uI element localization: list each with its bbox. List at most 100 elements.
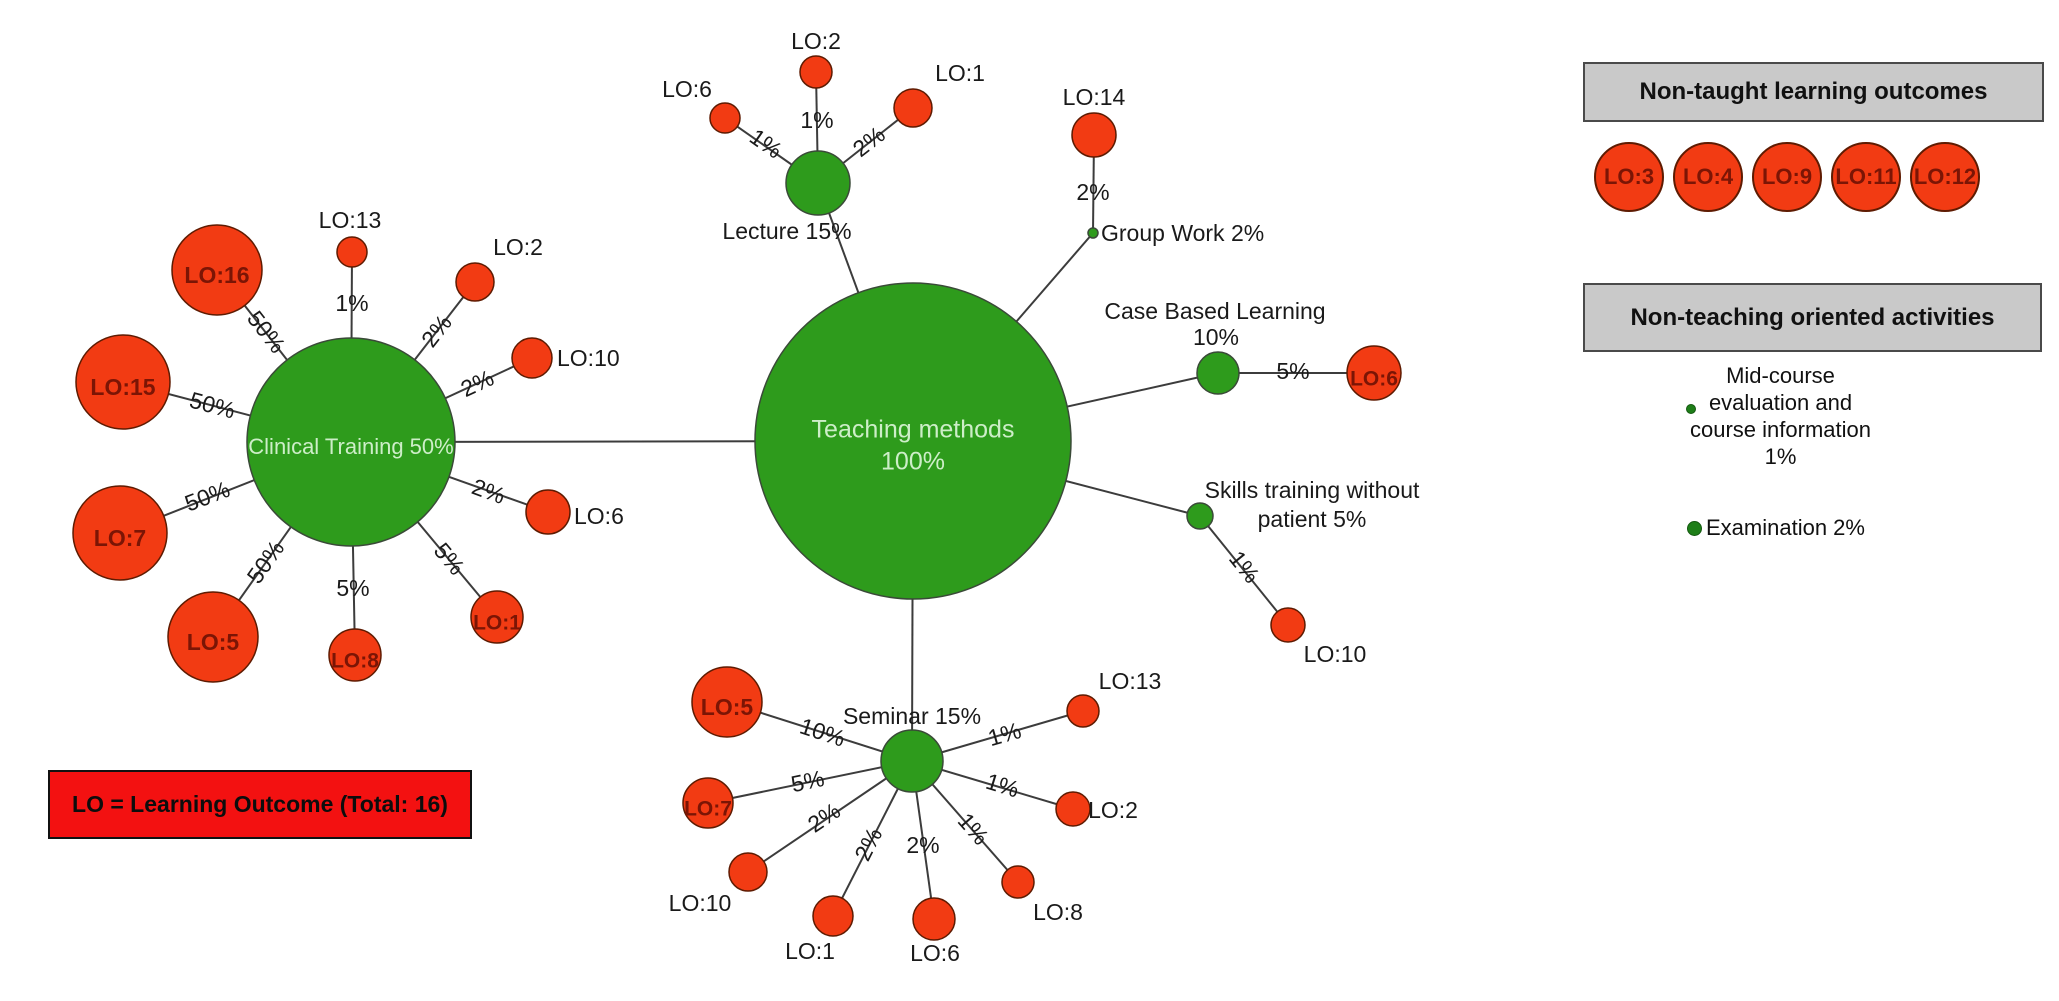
casebased-lo6-node xyxy=(1346,345,1402,401)
clinical-lo10-label: LO:10 xyxy=(557,345,620,371)
pct-clinical-lo7: 50% xyxy=(181,476,233,517)
seminar-lo10-node xyxy=(728,852,768,892)
seminar-label: Seminar 15% xyxy=(843,703,981,729)
lecture-lo1-label: LO:1 xyxy=(935,60,985,86)
pct-seminar-lo1: 2% xyxy=(849,823,887,864)
non-taught-outcomes-header: Non-taught learning outcomes xyxy=(1583,62,2044,122)
examination-dot-icon xyxy=(1687,520,1702,536)
pct-clinical-lo13: 1% xyxy=(335,290,368,316)
pct-seminar-lo7: 5% xyxy=(789,765,827,797)
clinical-lo16-node xyxy=(171,224,263,316)
clinical-lo1-node xyxy=(470,590,524,644)
lecture-lo6-node xyxy=(709,102,741,134)
non-taught-lo9-node: LO:9 xyxy=(1752,142,1822,212)
pct-lecture-lo1: 2% xyxy=(848,121,890,162)
group-work-label: Group Work 2% xyxy=(1101,220,1264,246)
clinical-lo10-node xyxy=(511,337,553,379)
clinical-lo6-label: LO:6 xyxy=(574,503,624,529)
pct-seminar-lo13: 1% xyxy=(985,717,1024,751)
seminar-lo8-node xyxy=(1001,865,1035,899)
clinical-training-node xyxy=(246,337,456,547)
seminar-lo5-node xyxy=(691,666,763,738)
skills-training-label-line1: Skills training without xyxy=(1205,477,1420,503)
clinical-lo-nodes: LO:16 LO:15 LO:7 LO:5 LO:13 LO:2 LO:10 L… xyxy=(72,207,624,683)
clinical-lo8-node xyxy=(328,628,382,682)
mid-course-line1: Mid-course xyxy=(1726,363,1835,388)
clinical-lo15-node xyxy=(75,334,171,430)
case-based-learning-pct: 10% xyxy=(1193,324,1239,350)
seminar-lo1-label: LO:1 xyxy=(785,938,835,964)
pct-lecture-lo2: 1% xyxy=(800,107,833,133)
lecture-lo6-label: LO:6 xyxy=(662,76,712,102)
pct-groupwork-lo14: 2% xyxy=(1076,179,1109,205)
edge-seminar-lo7 xyxy=(707,760,913,804)
case-based-learning-node xyxy=(1196,351,1240,395)
seminar-lo-nodes: LO:5 LO:7 LO:10 LO:1 LO:6 LO:8 LO:2 LO:1… xyxy=(669,666,1162,966)
non-taught-outcomes-title: Non-taught learning outcomes xyxy=(1639,78,1988,105)
lecture-lo2-node xyxy=(799,55,833,89)
non-teaching-activities-title: Non-teaching oriented activities xyxy=(1630,303,1995,331)
non-taught-lo3-label: LO:3 xyxy=(1603,164,1655,189)
clinical-lo7-label: LO:7 xyxy=(94,525,146,551)
groupwork-lo14-label: LO:14 xyxy=(1063,84,1126,110)
non-taught-lo4-node: LO:4 xyxy=(1673,142,1743,212)
groupwork-lo14-node xyxy=(1071,112,1117,158)
non-taught-lo12-label: LO:12 xyxy=(1913,164,1977,189)
seminar-lo2-node xyxy=(1055,791,1091,827)
teaching-methods-node xyxy=(754,282,1072,600)
non-teaching-activities-header: Non-teaching oriented activities xyxy=(1583,283,2042,352)
teaching-methods-label-line2: 100% xyxy=(881,448,945,476)
casebased-lo6-label: LO:6 xyxy=(1350,368,1398,391)
mid-course-line3: course information xyxy=(1690,417,1871,442)
lecture-node xyxy=(785,150,851,216)
lecture-lo2-label: LO:2 xyxy=(791,28,841,54)
group-work-node xyxy=(1087,227,1099,239)
mid-course-item: Mid-course evaluation and course informa… xyxy=(1658,362,1903,470)
pct-clinical-lo2: 2% xyxy=(416,310,457,352)
seminar-lo8-label: LO:8 xyxy=(1033,899,1083,925)
method-nodes: Teaching methods 100% Clinical Training … xyxy=(246,150,1420,793)
mid-course-pct: 1% xyxy=(1764,444,1797,469)
pct-clinical-lo5: 50% xyxy=(242,536,290,589)
examination-label: Examination 2% xyxy=(1706,515,1865,540)
seminar-lo13-label: LO:13 xyxy=(1099,668,1162,694)
clinical-training-label: Clinical Training 50% xyxy=(248,434,453,459)
pct-seminar-lo6: 2% xyxy=(906,832,939,858)
seminar-lo6-label: LO:6 xyxy=(910,940,960,966)
clinical-lo2-label: LO:2 xyxy=(493,234,543,260)
mid-course-dot-icon xyxy=(1686,404,1696,414)
pct-seminar-lo2: 1% xyxy=(983,768,1022,803)
lecture-label: Lecture 15% xyxy=(722,218,851,244)
non-taught-lo11-label: LO:11 xyxy=(1835,164,1897,189)
pct-clinical-lo10: 2% xyxy=(457,364,498,402)
clinical-lo5-node xyxy=(167,591,259,683)
clinical-lo7-node xyxy=(72,485,168,581)
lo-definition-note-box: LO = Learning Outcome (Total: 16) xyxy=(48,770,472,839)
seminar-lo7-node xyxy=(682,777,734,829)
non-taught-lo3-node: LO:3 xyxy=(1594,142,1664,212)
non-taught-lo9-label: LO:9 xyxy=(1761,164,1813,189)
edge-seminar-lo10 xyxy=(747,760,913,873)
lecture-lo1-node xyxy=(893,88,933,128)
seminar-lo10-label: LO:10 xyxy=(669,890,732,916)
clinical-lo5-label: LO:5 xyxy=(187,629,240,655)
lecture-lo-nodes: LO:6 LO:2 LO:1 xyxy=(662,28,985,134)
edge-skills-lo10 xyxy=(1199,515,1289,626)
clinical-lo6-node xyxy=(525,489,571,535)
skills-lo10-label: LO:10 xyxy=(1304,641,1367,667)
pct-clinical-lo6: 2% xyxy=(469,473,509,509)
seminar-lo5-label: LO:5 xyxy=(701,694,754,720)
examination-item: Examination 2% xyxy=(1687,515,1865,541)
seminar-lo6-node xyxy=(912,897,956,941)
clinical-lo8-label: LO:8 xyxy=(331,650,379,673)
skills-training-node xyxy=(1186,502,1214,530)
pct-seminar-lo5: 10% xyxy=(797,713,849,752)
non-taught-lo11-node: LO:11 xyxy=(1831,142,1901,212)
clinical-lo13-label: LO:13 xyxy=(319,207,382,233)
clinical-lo13-node xyxy=(336,236,368,268)
clinical-lo2-node xyxy=(455,262,495,302)
skills-lo10-node xyxy=(1270,607,1306,643)
pct-clinical-lo15: 50% xyxy=(187,387,238,424)
